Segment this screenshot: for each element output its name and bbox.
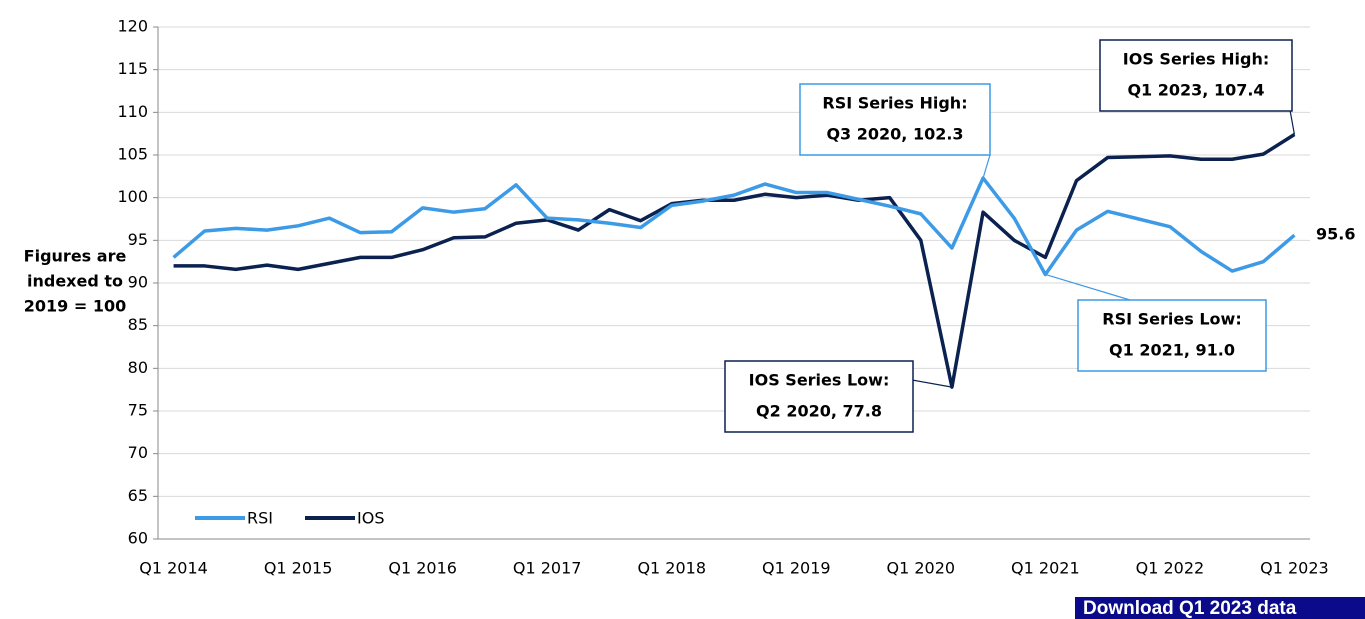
y-tick-label: 90 xyxy=(128,273,148,292)
annotation-box xyxy=(724,360,914,433)
annotation-leader xyxy=(1045,273,1131,301)
download-button[interactable]: Download Q1 2023 data xyxy=(1075,597,1365,619)
x-tick-label: Q1 2017 xyxy=(513,559,582,578)
annotation-text: Q1 2021, 91.0 xyxy=(1109,341,1235,360)
annotation-box xyxy=(1077,299,1267,372)
x-tick-label: Q1 2020 xyxy=(887,559,956,578)
annotation-text: RSI Series High: xyxy=(822,94,967,113)
x-tick-label: Q1 2022 xyxy=(1136,559,1205,578)
x-tick-label: Q1 2021 xyxy=(1011,559,1080,578)
annotation-text: Q2 2020, 77.8 xyxy=(756,402,882,421)
series-line xyxy=(173,133,1296,389)
y-tick-label: 95 xyxy=(128,230,148,249)
legend-label: IOS xyxy=(357,509,384,528)
x-tick-label: Q1 2016 xyxy=(388,559,457,578)
y-tick-label: 65 xyxy=(128,486,148,505)
y-tick-label: 75 xyxy=(128,401,148,420)
annotation-text: RSI Series Low: xyxy=(1102,310,1241,329)
y-axis-label: indexed to xyxy=(27,272,123,291)
x-tick-label: Q1 2014 xyxy=(139,559,208,578)
x-tick-label: Q1 2019 xyxy=(762,559,831,578)
annotation-leader xyxy=(982,154,991,179)
y-axis-label: 2019 = 100 xyxy=(24,297,126,316)
y-tick-label: 70 xyxy=(128,443,148,462)
annotation-text: IOS Series Low: xyxy=(749,371,890,390)
chart: 60 65 70 75 80 85 90 95 100 105 110 115 120 Figures a… xyxy=(24,17,1356,578)
y-tick-label: 100 xyxy=(117,187,148,206)
x-tick-label: Q1 2015 xyxy=(264,559,333,578)
x-tick-label: Q1 2018 xyxy=(637,559,706,578)
y-tick-label: 85 xyxy=(128,315,148,334)
annotation-text: Q3 2020, 102.3 xyxy=(826,125,963,144)
y-tick-label: 120 xyxy=(117,17,148,36)
y-tick-label: 105 xyxy=(117,145,148,164)
annotation-leader xyxy=(1289,109,1296,135)
y-tick-label: 80 xyxy=(128,358,148,377)
y-tick-label: 115 xyxy=(117,59,148,78)
annotation-text: IOS Series High: xyxy=(1123,50,1269,69)
y-tick-label: 60 xyxy=(128,529,148,548)
annotation-box xyxy=(1099,39,1293,112)
series-line xyxy=(172,176,1296,277)
y-tick-label: 110 xyxy=(117,102,148,121)
y-axis-label: Figures are xyxy=(24,247,127,266)
legend-label: RSI xyxy=(247,509,273,528)
annotation-text: Q1 2023, 107.4 xyxy=(1127,81,1264,100)
end-value-label: 95.6 xyxy=(1316,225,1355,244)
annotation-leader xyxy=(911,379,953,388)
x-tick-label: Q1 2023 xyxy=(1260,559,1329,578)
annotation-box xyxy=(799,83,991,156)
